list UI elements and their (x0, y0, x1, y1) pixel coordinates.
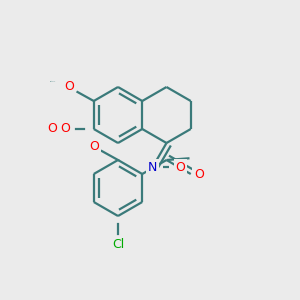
Text: O: O (89, 140, 99, 152)
Text: O: O (64, 80, 74, 94)
Text: O: O (60, 122, 70, 136)
Text: O: O (194, 167, 204, 181)
Text: N: N (148, 161, 157, 174)
Text: O: O (47, 122, 57, 136)
Text: methoxy: methoxy (50, 81, 56, 82)
Text: O: O (176, 161, 185, 174)
Text: Cl: Cl (112, 238, 124, 250)
